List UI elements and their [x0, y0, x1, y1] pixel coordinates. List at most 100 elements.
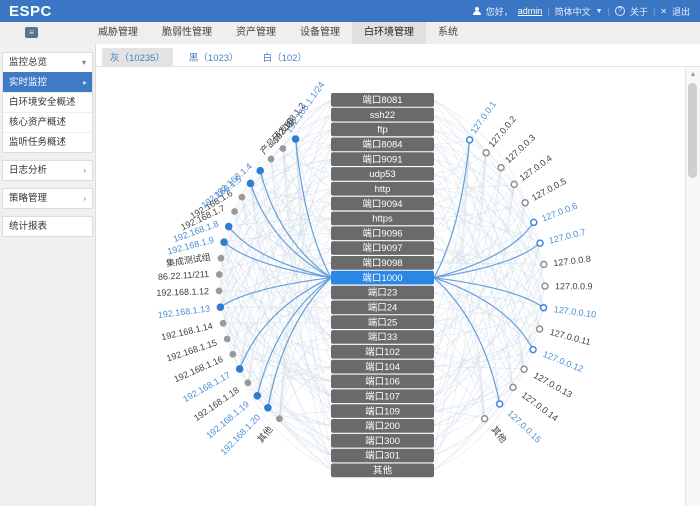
- dest-ip-label[interactable]: 127.0.0.4: [518, 153, 554, 183]
- dest-ip-label[interactable]: 127.0.0.8: [553, 254, 591, 268]
- dest-ip-label[interactable]: 127.0.0.6: [540, 201, 579, 224]
- nav-item-4[interactable]: 白环境管理: [352, 22, 426, 44]
- dest-ip-node[interactable]: [510, 180, 518, 189]
- source-ip-node[interactable]: [217, 254, 225, 262]
- dest-ip-node[interactable]: [540, 260, 548, 269]
- port-node[interactable]: [331, 344, 434, 359]
- nav-item-5[interactable]: 系统: [438, 27, 458, 38]
- dest-ip-label[interactable]: 127.0.0.3: [503, 132, 537, 165]
- source-ip-node[interactable]: [231, 208, 239, 215]
- dest-ip-label[interactable]: 127.0.0.10: [553, 304, 596, 320]
- source-ip-label[interactable]: 86.22.11/211: [158, 269, 210, 282]
- tab-gray[interactable]: 灰（10235）: [102, 48, 173, 66]
- source-ip-node[interactable]: [235, 365, 244, 373]
- home-icon[interactable]: ≡: [25, 27, 38, 38]
- source-ip-node[interactable]: [224, 222, 233, 231]
- port-node[interactable]: [331, 433, 434, 448]
- dest-ip-label[interactable]: 127.0.0.2: [486, 114, 518, 149]
- port-node[interactable]: [331, 404, 434, 418]
- port-node[interactable]: [331, 181, 434, 196]
- dest-ip-node[interactable]: [482, 148, 490, 157]
- dest-ip-node[interactable]: [539, 303, 548, 312]
- port-node[interactable]: [331, 226, 434, 241]
- source-ip-node[interactable]: [279, 145, 287, 152]
- port-node[interactable]: [331, 211, 434, 226]
- dest-ip-node[interactable]: [465, 136, 474, 144]
- source-ip-label[interactable]: 192.168.1.12: [156, 286, 209, 298]
- port-node[interactable]: [331, 448, 434, 463]
- source-ip-node[interactable]: [267, 155, 275, 163]
- sidebar-section-header-3[interactable]: 统计报表: [3, 217, 92, 236]
- port-node[interactable]: [331, 137, 434, 152]
- source-ip-node[interactable]: [215, 271, 223, 278]
- nav-item-0[interactable]: 威胁管理: [98, 27, 138, 38]
- dest-ip-node[interactable]: [529, 345, 537, 354]
- source-ip-node[interactable]: [291, 135, 300, 143]
- port-node[interactable]: [331, 196, 434, 211]
- port-node[interactable]: [331, 285, 434, 300]
- chevron-down-icon[interactable]: ▼: [595, 7, 603, 15]
- dest-ip-label[interactable]: 127.0.0.15: [506, 408, 544, 445]
- dest-ip-label[interactable]: 127.0.0.14: [520, 390, 560, 423]
- port-node[interactable]: [331, 315, 434, 329]
- sidebar-item-0-2[interactable]: 核心资产概述: [3, 112, 92, 132]
- source-ip-label[interactable]: 192.168.1.13: [157, 303, 210, 320]
- dest-ip-label[interactable]: 127.0.0.13: [532, 370, 574, 400]
- port-node[interactable]: [331, 374, 434, 389]
- tab-black[interactable]: 黑（1023）: [188, 53, 239, 64]
- source-ip-node[interactable]: [246, 179, 255, 188]
- source-ip-label[interactable]: 其他: [255, 424, 275, 445]
- source-ip-node[interactable]: [219, 319, 227, 327]
- dest-ip-node[interactable]: [521, 199, 529, 207]
- port-node[interactable]: [331, 107, 434, 122]
- port-node[interactable]: [331, 122, 434, 137]
- port-node[interactable]: [331, 167, 434, 181]
- dest-ip-label[interactable]: 其他: [489, 424, 509, 445]
- port-node[interactable]: [331, 256, 434, 270]
- dest-ip-node[interactable]: [497, 163, 505, 172]
- port-node[interactable]: [331, 330, 434, 344]
- source-ip-node[interactable]: [220, 238, 228, 246]
- dest-ip-node[interactable]: [520, 365, 528, 373]
- port-node[interactable]: [331, 419, 434, 433]
- dest-ip-node[interactable]: [495, 400, 504, 408]
- port-node[interactable]: [331, 300, 434, 315]
- source-ip-node[interactable]: [264, 404, 272, 412]
- dest-ip-label[interactable]: 127.0.0.9: [555, 281, 593, 291]
- dest-ip-node[interactable]: [509, 383, 517, 392]
- scroll-up-icon[interactable]: ▲: [689, 71, 697, 78]
- dest-ip-label[interactable]: 127.0.0.12: [542, 349, 585, 374]
- nav-item-1[interactable]: 脆弱性管理: [162, 27, 212, 38]
- port-node[interactable]: [331, 241, 434, 255]
- sidebar-section-header-1[interactable]: 日志分析 ›: [3, 161, 92, 180]
- source-ip-node[interactable]: [229, 350, 237, 358]
- source-ip-node[interactable]: [276, 415, 283, 423]
- port-node[interactable]: [331, 463, 434, 478]
- port-node[interactable]: [331, 152, 434, 166]
- sidebar-item-0-3[interactable]: 监听任务概述: [3, 132, 92, 152]
- dest-ip-node[interactable]: [541, 282, 549, 290]
- dest-ip-node[interactable]: [536, 239, 544, 247]
- username-link[interactable]: admin: [517, 6, 543, 16]
- source-ip-node[interactable]: [216, 303, 225, 312]
- source-ip-label[interactable]: 192.168.1.14: [160, 321, 213, 342]
- dest-ip-node[interactable]: [480, 414, 489, 423]
- language-select[interactable]: 简体中文: [554, 6, 591, 17]
- source-ip-node[interactable]: [256, 166, 264, 175]
- dest-ip-label[interactable]: 127.0.0.11: [549, 327, 592, 347]
- port-node[interactable]: [331, 389, 434, 404]
- vertical-scrollbar[interactable]: ▲: [685, 68, 700, 506]
- source-ip-node[interactable]: [238, 193, 246, 201]
- source-ip-node[interactable]: [223, 335, 231, 343]
- nav-item-3[interactable]: 设备管理: [300, 27, 340, 38]
- scrollbar-thumb[interactable]: [688, 83, 697, 178]
- about-button[interactable]: 关于: [629, 6, 648, 17]
- dest-ip-label[interactable]: 127.0.0.5: [530, 176, 568, 203]
- sidebar-section-header-2[interactable]: 策略管理 ›: [3, 189, 92, 208]
- port-node-selected[interactable]: [331, 270, 434, 285]
- dest-ip-node[interactable]: [535, 325, 544, 333]
- logout-button[interactable]: 退出: [671, 6, 690, 17]
- dest-ip-label[interactable]: 127.0.0.7: [548, 227, 587, 246]
- source-ip-node[interactable]: [253, 392, 262, 400]
- dest-ip-node[interactable]: [530, 218, 538, 227]
